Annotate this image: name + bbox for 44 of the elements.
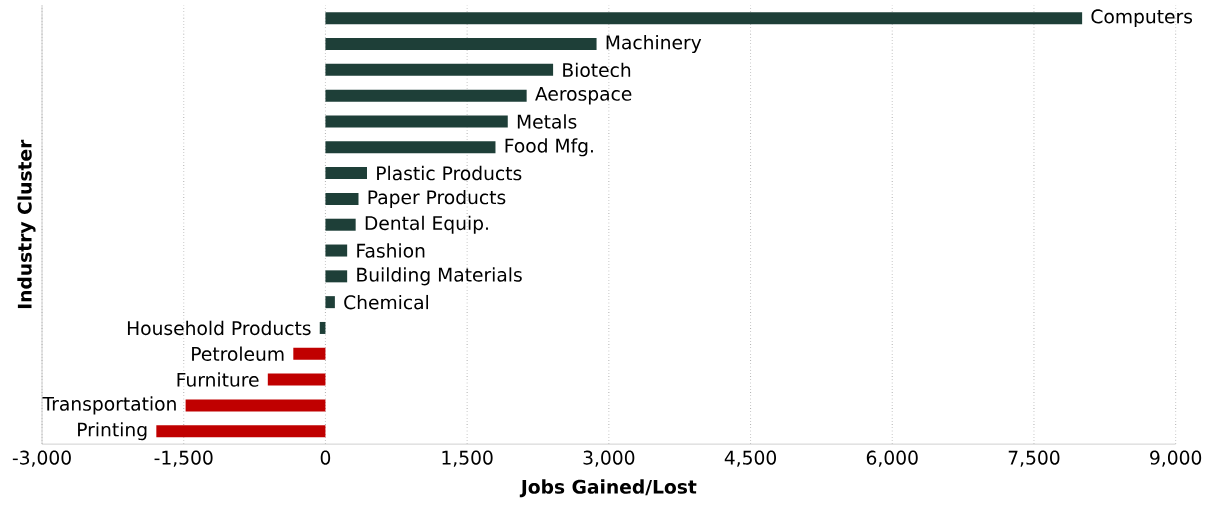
bar	[293, 347, 326, 360]
x-tick-label: -1,500	[154, 450, 213, 467]
y-tick-label: Food Mfg.	[505, 138, 593, 157]
x-tick-label: 4,500	[724, 450, 777, 467]
y-tick-label: Petroleum	[192, 346, 284, 362]
y-tick-label: Aerospace	[535, 87, 632, 105]
y-tick-label: Metals	[517, 114, 577, 129]
y-tick-label: Paper Products	[368, 189, 506, 209]
bar	[185, 399, 326, 412]
x-axis-title: Jobs Gained/Lost	[519, 479, 697, 498]
x-tick-label: -3,000	[12, 450, 71, 467]
y-tick-label: Plastic Products	[377, 165, 522, 181]
bar	[325, 38, 597, 51]
x-tick-label: 7,500	[1008, 450, 1060, 467]
y-tick-label: Computers	[1091, 9, 1193, 28]
bar	[325, 167, 367, 180]
bar	[325, 244, 348, 257]
bar	[325, 296, 335, 309]
y-tick-label: Household Products	[127, 320, 311, 336]
x-tick-label: 3,000	[583, 450, 635, 467]
bar	[325, 193, 359, 205]
y-tick-label: Machinery	[606, 35, 702, 54]
y-tick-label: Furniture	[177, 372, 259, 387]
bar	[325, 141, 496, 154]
y-tick-label: Building Materials	[357, 267, 522, 286]
y-tick-label: Chemical	[344, 295, 429, 310]
x-tick-label: 9,000	[1150, 450, 1202, 467]
y-tick-label: Printing	[78, 422, 147, 441]
y-tick-label: Fashion	[357, 243, 425, 258]
y-tick-label: Dental Equip.	[365, 215, 488, 234]
bar	[267, 373, 326, 386]
x-tick-label: 6,000	[866, 450, 918, 467]
y-tick-label: Biotech	[563, 62, 631, 78]
y-tick-label: Transportation	[42, 396, 176, 415]
x-tick-label: 1,500	[442, 450, 493, 467]
x-tick-label: 0	[320, 450, 331, 465]
bar	[156, 425, 326, 438]
bar	[325, 218, 356, 231]
bar	[325, 89, 527, 102]
bar	[325, 63, 554, 76]
bar	[325, 12, 1083, 25]
y-axis-title: Industry Cluster	[17, 139, 36, 309]
bar	[325, 270, 348, 283]
bar	[325, 115, 508, 128]
